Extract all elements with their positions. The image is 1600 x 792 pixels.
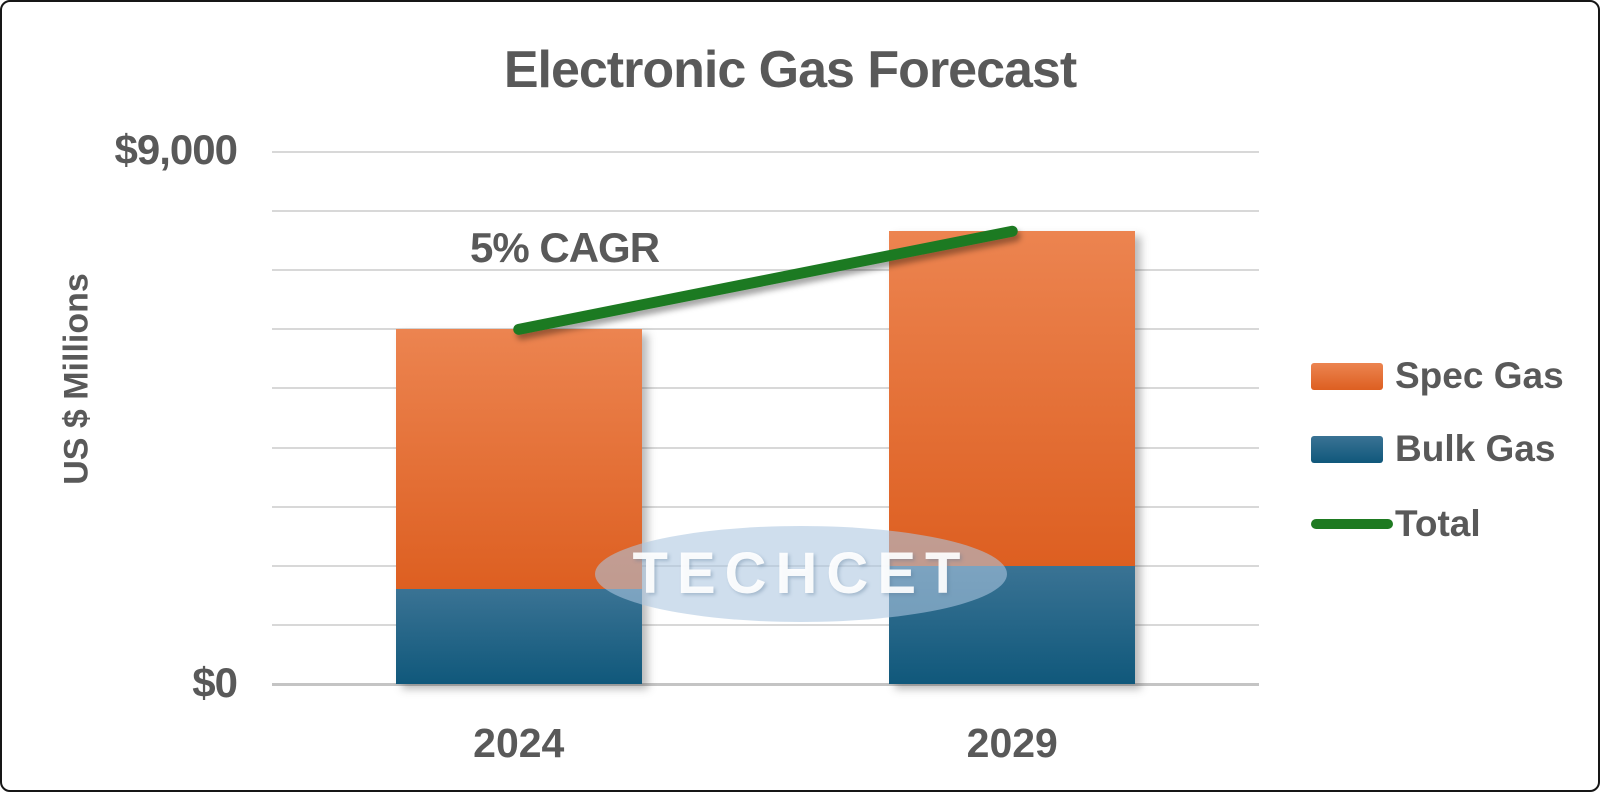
x-axis-label-2029: 2029 xyxy=(966,720,1058,766)
bar-segment-bulk-gas-2024 xyxy=(395,589,642,684)
bar-segment-spec-gas-2029 xyxy=(889,231,1136,566)
legend-item-total: Total xyxy=(1311,501,1481,547)
bar-column-2029 xyxy=(889,231,1136,684)
x-axis-label-2024: 2024 xyxy=(473,720,565,766)
gridline-4000 xyxy=(272,446,1259,449)
spec-gas-swatch-icon xyxy=(1311,362,1383,390)
total-line-swatch-icon xyxy=(1311,519,1393,529)
y-axis-title: US $ Millions xyxy=(57,273,96,485)
watermark: TECHCET xyxy=(595,526,1007,622)
gridline-3000 xyxy=(272,505,1259,508)
legend-label-bulk-gas: Bulk Gas xyxy=(1395,428,1556,469)
gridline-0 xyxy=(272,683,1259,686)
y-tick-bottom: $0 xyxy=(192,659,238,706)
bulk-gas-swatch-icon xyxy=(1311,435,1383,463)
bar-segment-spec-gas-2024 xyxy=(395,329,642,590)
annotation-cagr: 5% CAGR xyxy=(470,224,660,271)
y-tick-top: $9,000 xyxy=(114,126,238,173)
legend-label-total: Total xyxy=(1395,503,1481,544)
watermark-text: TECHCET xyxy=(632,540,970,606)
gridline-1000 xyxy=(272,623,1259,626)
chart-title: Electronic Gas Forecast xyxy=(503,41,1077,99)
legend-item-bulk-gas: Bulk Gas xyxy=(1311,426,1555,472)
legend-item-spec-gas: Spec Gas xyxy=(1311,353,1564,399)
legend-label-spec-gas: Spec Gas xyxy=(1395,355,1564,396)
gridline-5000 xyxy=(272,387,1259,390)
gridline-8000 xyxy=(272,210,1259,213)
gridline-9000 xyxy=(272,151,1259,153)
bar-column-2024 xyxy=(395,329,642,684)
